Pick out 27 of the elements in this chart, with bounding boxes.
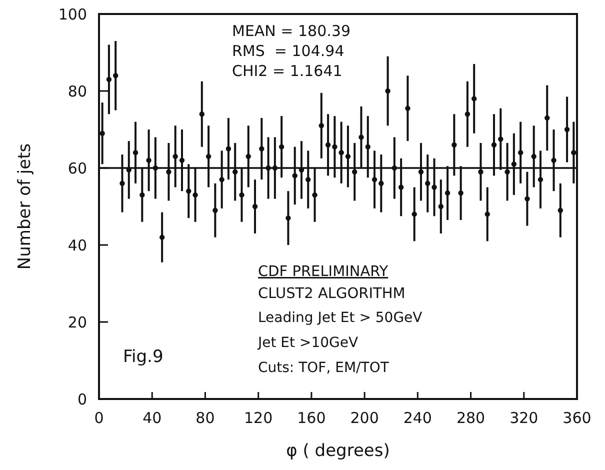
x-tick-label: 280 <box>456 409 486 427</box>
x-tick-label: 200 <box>350 409 379 427</box>
x-axis-title: φ ( degrees) <box>286 441 390 461</box>
x-tick-label: 80 <box>196 409 215 427</box>
x-tick-label: 360 <box>562 409 592 427</box>
x-tick-label: 240 <box>403 409 432 427</box>
y-tick-label: 80 <box>68 82 87 100</box>
annotation: Cuts: TOF, EM/TOT <box>258 360 390 376</box>
x-tick-label: 320 <box>510 409 538 427</box>
y-axis-title: Number of jets <box>15 143 35 270</box>
x-tick-label: 0 <box>94 409 104 427</box>
annotation: Leading Jet Et > 50GeV <box>258 310 423 326</box>
x-tick-label: 120 <box>244 409 273 427</box>
y-tick-label: 100 <box>58 5 87 24</box>
annotation: CLUST2 ALGORITHM <box>258 286 406 302</box>
x-tick-label: 40 <box>142 409 162 427</box>
y-tick-label: 60 <box>68 159 87 178</box>
y-tick-label: 40 <box>68 236 87 254</box>
annotation: MEAN = 180.39 <box>232 22 350 40</box>
annotation: RMS = 104.94 <box>232 42 344 60</box>
x-tick-label: 160 <box>297 409 326 427</box>
annotation: CDF PRELIMINARY <box>258 264 388 280</box>
annotation: CHI2 = 1.1641 <box>232 62 342 80</box>
y-tick-label: 20 <box>68 313 87 332</box>
annotation: Fig.9 <box>123 347 164 367</box>
y-tick-label: 0 <box>77 390 87 408</box>
annotation: Jet Et >10GeV <box>257 335 358 351</box>
